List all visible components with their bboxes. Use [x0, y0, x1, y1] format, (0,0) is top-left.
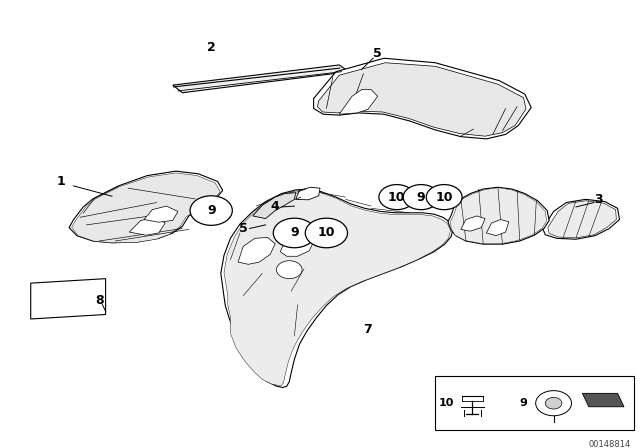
Polygon shape — [448, 187, 549, 244]
Circle shape — [276, 261, 302, 279]
Text: 10: 10 — [388, 190, 406, 204]
Polygon shape — [280, 235, 314, 256]
Text: 10: 10 — [439, 398, 454, 408]
Circle shape — [403, 185, 439, 210]
Polygon shape — [253, 193, 296, 219]
Text: 3: 3 — [594, 193, 603, 206]
Polygon shape — [296, 187, 320, 200]
Circle shape — [273, 218, 316, 248]
Circle shape — [190, 196, 232, 225]
Polygon shape — [548, 201, 616, 238]
Polygon shape — [173, 65, 349, 93]
Circle shape — [536, 391, 572, 416]
Polygon shape — [69, 171, 223, 243]
Circle shape — [305, 218, 348, 248]
Text: 00148814: 00148814 — [588, 440, 630, 448]
Text: 10: 10 — [435, 190, 453, 204]
Bar — [435, 376, 634, 430]
Polygon shape — [224, 190, 451, 385]
Text: 9: 9 — [207, 204, 216, 217]
Circle shape — [426, 185, 462, 210]
Polygon shape — [339, 90, 378, 114]
Polygon shape — [582, 393, 624, 407]
Polygon shape — [144, 206, 178, 222]
Polygon shape — [486, 220, 509, 236]
Circle shape — [379, 185, 415, 210]
Polygon shape — [451, 188, 547, 244]
Polygon shape — [461, 216, 485, 231]
Text: 5: 5 — [239, 222, 248, 235]
Text: 8: 8 — [95, 293, 104, 307]
Polygon shape — [238, 237, 275, 264]
Polygon shape — [221, 189, 453, 388]
Text: 9: 9 — [520, 398, 527, 408]
Polygon shape — [317, 63, 526, 136]
Polygon shape — [31, 279, 106, 319]
Polygon shape — [129, 218, 165, 235]
Text: 7: 7 — [364, 323, 372, 336]
Text: 5: 5 — [373, 47, 382, 60]
Text: 4: 4 — [271, 199, 280, 213]
Polygon shape — [543, 199, 620, 239]
Text: 10: 10 — [317, 226, 335, 240]
Polygon shape — [72, 173, 220, 243]
Circle shape — [545, 397, 562, 409]
Text: 2: 2 — [207, 40, 216, 54]
Text: 9: 9 — [290, 226, 299, 240]
Text: 9: 9 — [417, 190, 426, 204]
Polygon shape — [314, 58, 531, 139]
Text: 1: 1 — [56, 175, 65, 188]
